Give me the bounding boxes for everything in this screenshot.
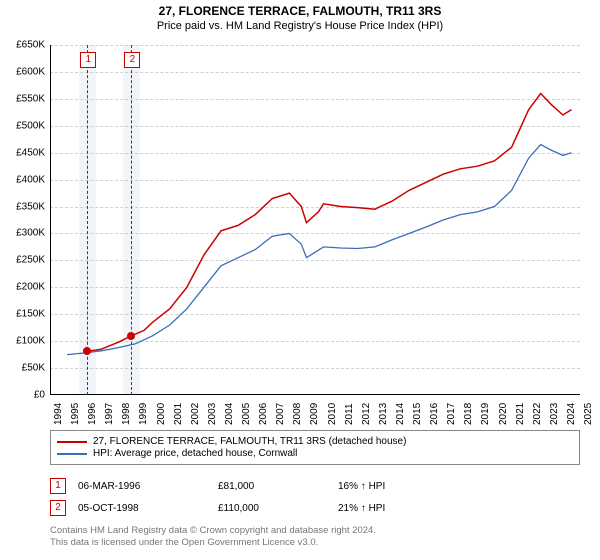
chart-legend: 27, FLORENCE TERRACE, FALMOUTH, TR11 3RS… xyxy=(50,430,580,465)
x-axis-tick-label: 2004 xyxy=(224,403,235,425)
marker-vertical-line xyxy=(131,45,132,395)
marker-badge: 2 xyxy=(124,52,140,68)
y-axis-tick-label: £100K xyxy=(5,336,45,347)
x-axis-tick-label: 2024 xyxy=(566,403,577,425)
y-axis-tick-label: £600K xyxy=(5,66,45,77)
marker-hpi: 16% ↑ HPI xyxy=(338,481,458,492)
legend-swatch xyxy=(57,453,87,455)
x-axis-tick-label: 2025 xyxy=(583,403,594,425)
x-axis-tick-label: 1999 xyxy=(138,403,149,425)
x-axis-tick-label: 2017 xyxy=(446,403,457,425)
x-axis-tick-label: 2012 xyxy=(361,403,372,425)
marker-number-badge: 1 xyxy=(50,478,66,494)
chart-footer: Contains HM Land Registry data © Crown c… xyxy=(50,525,580,549)
y-axis-tick-label: £350K xyxy=(5,201,45,212)
x-axis-tick-label: 2007 xyxy=(275,403,286,425)
y-axis-tick-label: £450K xyxy=(5,147,45,158)
marker-hpi: 21% ↑ HPI xyxy=(338,503,458,514)
x-axis-tick-label: 2009 xyxy=(309,403,320,425)
marker-date: 06-MAR-1996 xyxy=(78,481,218,492)
x-axis-tick-label: 2021 xyxy=(515,403,526,425)
marker-table-row: 1 06-MAR-1996 £81,000 16% ↑ HPI xyxy=(50,475,580,497)
x-axis-tick-label: 1996 xyxy=(87,403,98,425)
x-axis-tick-label: 1994 xyxy=(53,403,64,425)
x-axis-tick-label: 2019 xyxy=(480,403,491,425)
x-axis-tick-label: 2016 xyxy=(429,403,440,425)
legend-label: 27, FLORENCE TERRACE, FALMOUTH, TR11 3RS… xyxy=(93,436,406,447)
x-axis-tick-label: 2008 xyxy=(292,403,303,425)
marker-table-row: 2 05-OCT-1998 £110,000 21% ↑ HPI xyxy=(50,497,580,519)
series-line-hpi xyxy=(67,145,571,355)
x-axis-tick-label: 1997 xyxy=(104,403,115,425)
legend-swatch xyxy=(57,441,87,443)
chart-title-block: 27, FLORENCE TERRACE, FALMOUTH, TR11 3RS… xyxy=(0,0,600,32)
y-axis-tick-label: £150K xyxy=(5,309,45,320)
chart-lines xyxy=(50,45,580,395)
x-axis-tick-label: 2001 xyxy=(173,403,184,425)
x-axis-tick-label: 2014 xyxy=(395,403,406,425)
y-axis-tick-label: £500K xyxy=(5,120,45,131)
marker-badge: 1 xyxy=(80,52,96,68)
y-axis-tick-label: £0 xyxy=(5,390,45,401)
y-axis-tick-label: £200K xyxy=(5,282,45,293)
marker-table: 1 06-MAR-1996 £81,000 16% ↑ HPI 2 05-OCT… xyxy=(50,475,580,519)
x-axis-tick-label: 2013 xyxy=(378,403,389,425)
x-axis-tick-label: 2006 xyxy=(258,403,269,425)
marker-vertical-line xyxy=(87,45,88,395)
x-axis-tick-label: 2010 xyxy=(327,403,338,425)
x-axis-tick-label: 1995 xyxy=(70,403,81,425)
x-axis-tick-label: 2020 xyxy=(498,403,509,425)
y-axis-tick-label: £250K xyxy=(5,255,45,266)
y-axis-tick-label: £400K xyxy=(5,174,45,185)
x-axis-tick-label: 2002 xyxy=(190,403,201,425)
legend-item: 27, FLORENCE TERRACE, FALMOUTH, TR11 3RS… xyxy=(57,436,573,447)
y-axis-tick-label: £50K xyxy=(5,363,45,374)
marker-price: £110,000 xyxy=(218,503,338,514)
x-axis-tick-label: 2000 xyxy=(156,403,167,425)
x-axis-tick-label: 2018 xyxy=(463,403,474,425)
x-axis-tick-label: 2011 xyxy=(344,403,355,425)
footer-line: Contains HM Land Registry data © Crown c… xyxy=(50,525,580,537)
marker-number-badge: 2 xyxy=(50,500,66,516)
x-axis-tick-label: 2023 xyxy=(549,403,560,425)
x-axis-tick-label: 2005 xyxy=(241,403,252,425)
chart-title: 27, FLORENCE TERRACE, FALMOUTH, TR11 3RS xyxy=(0,4,600,18)
y-axis-tick-label: £650K xyxy=(5,40,45,51)
chart-subtitle: Price paid vs. HM Land Registry's House … xyxy=(0,20,600,32)
marker-date: 05-OCT-1998 xyxy=(78,503,218,514)
x-axis-tick-label: 2015 xyxy=(412,403,423,425)
x-axis-tick-label: 1998 xyxy=(121,403,132,425)
marker-price: £81,000 xyxy=(218,481,338,492)
y-axis-tick-label: £300K xyxy=(5,228,45,239)
series-line-subject xyxy=(87,94,571,352)
legend-label: HPI: Average price, detached house, Corn… xyxy=(93,448,297,459)
footer-line: This data is licensed under the Open Gov… xyxy=(50,537,580,549)
legend-item: HPI: Average price, detached house, Corn… xyxy=(57,448,573,459)
x-axis-tick-label: 2022 xyxy=(532,403,543,425)
y-axis-tick-label: £550K xyxy=(5,93,45,104)
x-axis-tick-label: 2003 xyxy=(207,403,218,425)
